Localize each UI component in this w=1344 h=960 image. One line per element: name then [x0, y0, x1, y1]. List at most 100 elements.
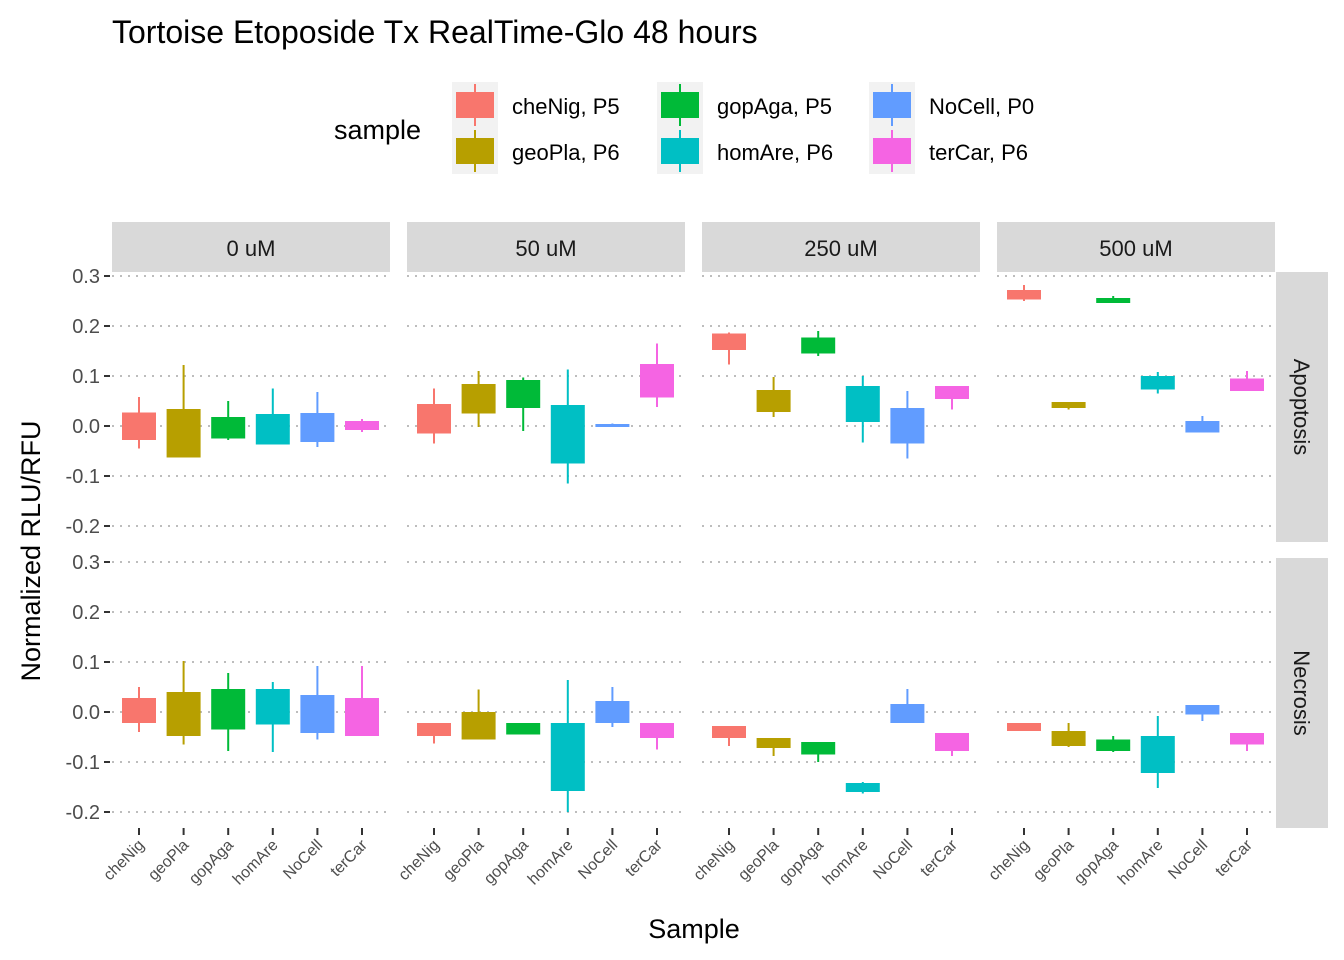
- chart-title: Tortoise Etoposide Tx RealTime-Glo 48 ho…: [112, 14, 758, 50]
- box-gopAga: [801, 337, 836, 354]
- box-terCar: [345, 698, 379, 736]
- box-gopAga: [506, 723, 541, 735]
- box-cheNig: [712, 333, 746, 350]
- legend-title: sample: [334, 115, 421, 145]
- box-NoCell: [300, 695, 335, 733]
- x-tick-label: terCar: [622, 836, 666, 880]
- x-tick-label: geoPla: [145, 837, 192, 884]
- legend-key-box: [456, 138, 494, 164]
- box-geoPla: [756, 390, 791, 412]
- legend-label: gopAga, P5: [717, 94, 832, 119]
- box-geoPla: [166, 409, 201, 458]
- box-homAre: [845, 783, 880, 792]
- legend-key-box: [661, 92, 699, 118]
- x-tick-label: gopAga: [186, 837, 237, 888]
- box-homAre: [1140, 736, 1175, 773]
- y-tick-label: 0.2: [72, 602, 100, 624]
- legend-entry: NoCell, P0: [869, 82, 1034, 128]
- x-tick-label: cheNig: [396, 837, 443, 884]
- box-homAre: [550, 723, 585, 791]
- legend: sample cheNig, P5 geoPla, P6 gopAga, P5 hom…: [334, 82, 1034, 174]
- facet-panel: [112, 275, 390, 527]
- facet-strip-col: [407, 222, 685, 272]
- box-gopAga: [1096, 298, 1131, 303]
- x-tick-label: cheNig: [691, 837, 738, 884]
- facet-panel: [997, 275, 1275, 527]
- box-NoCell: [1185, 421, 1220, 433]
- y-tick-label: -0.2: [66, 516, 100, 538]
- box-terCar: [345, 421, 379, 430]
- box-terCar: [640, 723, 674, 738]
- facet-strip-col-label: 50 uM: [515, 236, 576, 261]
- y-tick-label: -0.1: [66, 752, 100, 774]
- y-tick-label: -0.2: [66, 802, 100, 824]
- y-tick-label: 0.1: [72, 652, 100, 674]
- x-tick-label: cheNig: [101, 837, 148, 884]
- box-NoCell: [300, 413, 335, 442]
- y-tick-label: 0.3: [72, 266, 100, 288]
- box-cheNig: [122, 698, 156, 723]
- facet-strip-col: [702, 222, 980, 272]
- box-homAre: [255, 689, 290, 725]
- box-geoPla: [461, 384, 496, 414]
- x-tick-label: terCar: [917, 836, 961, 880]
- box-cheNig: [1007, 723, 1041, 731]
- facet-strip-col-label: 0 uM: [227, 236, 276, 261]
- facet-strip-row: [1276, 272, 1328, 542]
- box-gopAga: [1096, 739, 1131, 751]
- x-tick-label: terCar: [1212, 836, 1256, 880]
- facet-panel: [407, 275, 685, 527]
- legend-label: homAre, P6: [717, 140, 833, 165]
- box-NoCell: [595, 701, 630, 723]
- x-tick-label: homAre: [525, 837, 577, 889]
- x-tick-label: geoPla: [735, 837, 782, 884]
- box-terCar: [935, 733, 969, 751]
- x-tick-label: gopAga: [481, 837, 532, 888]
- y-tick-label: 0.2: [72, 316, 100, 338]
- box-cheNig: [417, 723, 451, 736]
- facet-panel: [112, 561, 390, 813]
- x-axis-title: Sample: [648, 914, 740, 944]
- x-tick-label: homAre: [1115, 837, 1167, 889]
- y-tick-label: 0.1: [72, 366, 100, 388]
- facet-panel: [702, 561, 980, 813]
- box-gopAga: [211, 417, 246, 439]
- facet-panels: [112, 275, 1275, 813]
- legend-entry: cheNig, P5: [452, 82, 620, 128]
- y-tick-label: 0.0: [72, 702, 100, 724]
- x-tick-label: terCar: [327, 836, 371, 880]
- x-tick-label: gopAga: [1071, 837, 1122, 888]
- box-terCar: [640, 364, 674, 398]
- legend-label: terCar, P6: [929, 140, 1028, 165]
- y-tick-label: 0.0: [72, 416, 100, 438]
- box-cheNig: [417, 404, 451, 434]
- legend-entry: terCar, P6: [869, 128, 1028, 174]
- box-homAre: [255, 414, 290, 445]
- box-cheNig: [712, 726, 746, 738]
- x-tick-label: homAre: [820, 837, 872, 889]
- box-NoCell: [1185, 705, 1220, 715]
- box-gopAga: [506, 380, 541, 408]
- box-terCar: [1230, 733, 1264, 745]
- box-geoPla: [1051, 402, 1086, 408]
- legend-key-box: [456, 92, 494, 118]
- legend-label: geoPla, P6: [512, 140, 620, 165]
- facet-strip-col-label: 250 uM: [804, 236, 877, 261]
- box-NoCell: [890, 408, 925, 444]
- facet-panel: [407, 561, 685, 813]
- x-tick-label: geoPla: [1030, 837, 1077, 884]
- x-tick-label: gopAga: [776, 837, 827, 888]
- legend-label: NoCell, P0: [929, 94, 1034, 119]
- facet-strip-col: [997, 222, 1275, 272]
- y-axes: 0.3 0.2 0.1 0.0 -0.1 -0.2 0.3 0.2 0.1 0.0 -0.1 -0.2: [66, 266, 110, 824]
- facet-strip-row: [1276, 558, 1328, 828]
- box-homAre: [845, 386, 880, 422]
- box-geoPla: [756, 738, 791, 748]
- box-geoPla: [461, 712, 496, 740]
- legend-key-box: [873, 138, 911, 164]
- legend-label: cheNig, P5: [512, 94, 620, 119]
- box-homAre: [1140, 376, 1175, 390]
- legend-entry: gopAga, P5: [657, 82, 832, 128]
